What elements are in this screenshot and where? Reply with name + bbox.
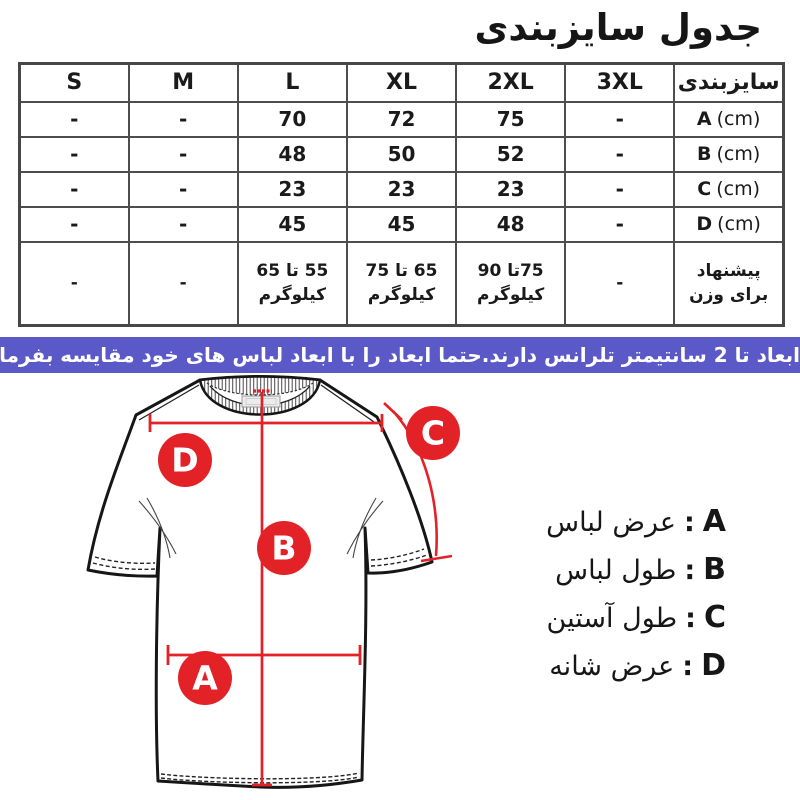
legend-label-a: عرض لباس	[546, 507, 676, 538]
page-title: جدول سایزبندی	[474, 6, 763, 49]
cell-d-s: -	[18, 205, 130, 243]
cell-c-2xl: 23	[455, 170, 567, 208]
cell-b-l: 48	[236, 135, 348, 173]
marker-circle-d	[158, 433, 212, 487]
cell-weight-m: -	[127, 240, 239, 327]
marker-letter-d: D	[171, 441, 198, 480]
legend-item-c: C:طول آستین	[546, 594, 726, 642]
cell-a-xl: 72	[345, 100, 458, 138]
dim-letter-d: D	[696, 213, 713, 235]
row-label-d: D (cm)	[673, 205, 785, 243]
col-header-s: S	[18, 62, 130, 103]
measure-line-b	[252, 392, 272, 787]
cell-weight-l: 55 تا 65 کیلوگرم	[236, 240, 348, 327]
table-row-c: - - 23 23 23 - C (cm)	[18, 170, 785, 208]
col-header-2xl: 2XL	[455, 62, 567, 103]
legend-item-a: A:عرض لباس	[546, 498, 726, 546]
dim-unit-d: (cm)	[717, 213, 761, 235]
col-header-m: M	[127, 62, 239, 103]
legend-separator: :	[684, 555, 696, 586]
cell-c-3xl: -	[564, 170, 676, 208]
cell-d-2xl: 48	[455, 205, 567, 243]
cell-c-s: -	[18, 170, 130, 208]
marker-letter-b: B	[271, 529, 296, 568]
legend-label-d: عرض شانه	[549, 651, 675, 682]
legend-separator: :	[685, 603, 696, 634]
dim-letter-a: A	[696, 108, 712, 130]
table-row-d: - - 45 45 48 - D (cm)	[18, 205, 785, 243]
legend-item-b: B:طول لباس	[546, 546, 726, 594]
cell-a-s: -	[18, 100, 130, 138]
cell-d-3xl: -	[564, 205, 676, 243]
legend-item-d: D:عرض شانه	[546, 642, 726, 690]
cell-c-l: 23	[236, 170, 348, 208]
dim-unit-c: (cm)	[716, 178, 761, 200]
dim-unit-a: (cm)	[716, 108, 761, 130]
marker-circle-b	[257, 521, 311, 575]
table-row-weight: - - 55 تا 65 کیلوگرم 65 تا 75 کیلوگرم 75…	[18, 240, 785, 327]
row-label-b: B (cm)	[673, 135, 785, 173]
legend-label-c: طول آستین	[546, 603, 678, 634]
cell-a-2xl: 75	[455, 100, 567, 138]
size-table-header-row: S M L XL 2XL 3XL سایزبندی	[18, 62, 785, 103]
cell-b-s: -	[18, 135, 130, 173]
cell-d-xl: 45	[345, 205, 458, 243]
cell-c-xl: 23	[345, 170, 458, 208]
sleeve-stitching-right	[370, 548, 428, 567]
measure-line-d	[148, 414, 384, 432]
marker-letter-a: A	[192, 659, 218, 698]
legend-letter-c: C	[703, 600, 726, 635]
col-header-xl: XL	[345, 62, 458, 103]
size-table: S M L XL 2XL 3XL سایزبندی - - 70 72 75 -…	[18, 62, 785, 327]
cell-b-xl: 50	[345, 135, 458, 173]
cell-b-3xl: -	[564, 135, 676, 173]
marker-circle-c	[406, 406, 460, 460]
cell-weight-s: -	[18, 240, 130, 327]
collar-inner-strip	[207, 383, 313, 406]
cell-b-m: -	[127, 135, 239, 173]
col-header-l: L	[236, 62, 348, 103]
marker-circle-a	[178, 651, 232, 705]
cell-a-m: -	[127, 100, 239, 138]
row-label-c: C (cm)	[673, 170, 785, 208]
legend-letter-b: B	[703, 552, 726, 587]
measurement-legend: A:عرض لباس B:طول لباس C:طول آستین D:عرض …	[546, 498, 726, 690]
cell-c-m: -	[127, 170, 239, 208]
cell-weight-2xl: 75تا 90 کیلوگرم	[455, 240, 567, 327]
dim-letter-c: C	[697, 178, 712, 200]
cell-d-l: 45	[236, 205, 348, 243]
sleeve-stitching-left	[92, 556, 156, 571]
shoulder-seam-right	[320, 384, 375, 423]
legend-separator: :	[682, 651, 694, 682]
armpit-fold-right	[346, 497, 384, 559]
legend-letter-d: D	[701, 648, 726, 683]
row-label-a: A (cm)	[673, 100, 785, 138]
legend-separator: :	[683, 507, 695, 538]
tshirt-outline	[86, 375, 434, 789]
cell-d-m: -	[127, 205, 239, 243]
cell-a-3xl: -	[564, 100, 676, 138]
table-row-a: - - 70 72 75 - A (cm)	[18, 100, 785, 138]
cell-weight-3xl: -	[564, 240, 676, 327]
hem-stitching	[160, 772, 360, 784]
armpit-fold-left	[138, 497, 177, 559]
tshirt-diagram: D C B A	[86, 375, 460, 789]
tolerance-notice: ابعاد تا 2 سانتیمتر تلرانس دارند.حتما اب…	[0, 337, 800, 373]
cell-weight-xl: 65 تا 75 کیلوگرم	[345, 240, 458, 327]
col-header-3xl: 3XL	[564, 62, 676, 103]
dim-unit-b: (cm)	[716, 143, 761, 165]
cell-b-2xl: 52	[455, 135, 567, 173]
col-header-sizing: سایزبندی	[673, 62, 785, 103]
table-row-b: - - 48 50 52 - B (cm)	[18, 135, 785, 173]
legend-label-b: طول لباس	[555, 555, 677, 586]
measure-curve-c	[383, 402, 453, 563]
dim-letter-b: B	[697, 143, 712, 165]
legend-letter-a: A	[702, 504, 726, 539]
row-label-weight: پیشنهاد برای وزن	[673, 240, 785, 327]
collar-stitch-line	[206, 382, 314, 396]
cell-a-l: 70	[236, 100, 348, 138]
marker-letter-c: C	[421, 414, 445, 453]
